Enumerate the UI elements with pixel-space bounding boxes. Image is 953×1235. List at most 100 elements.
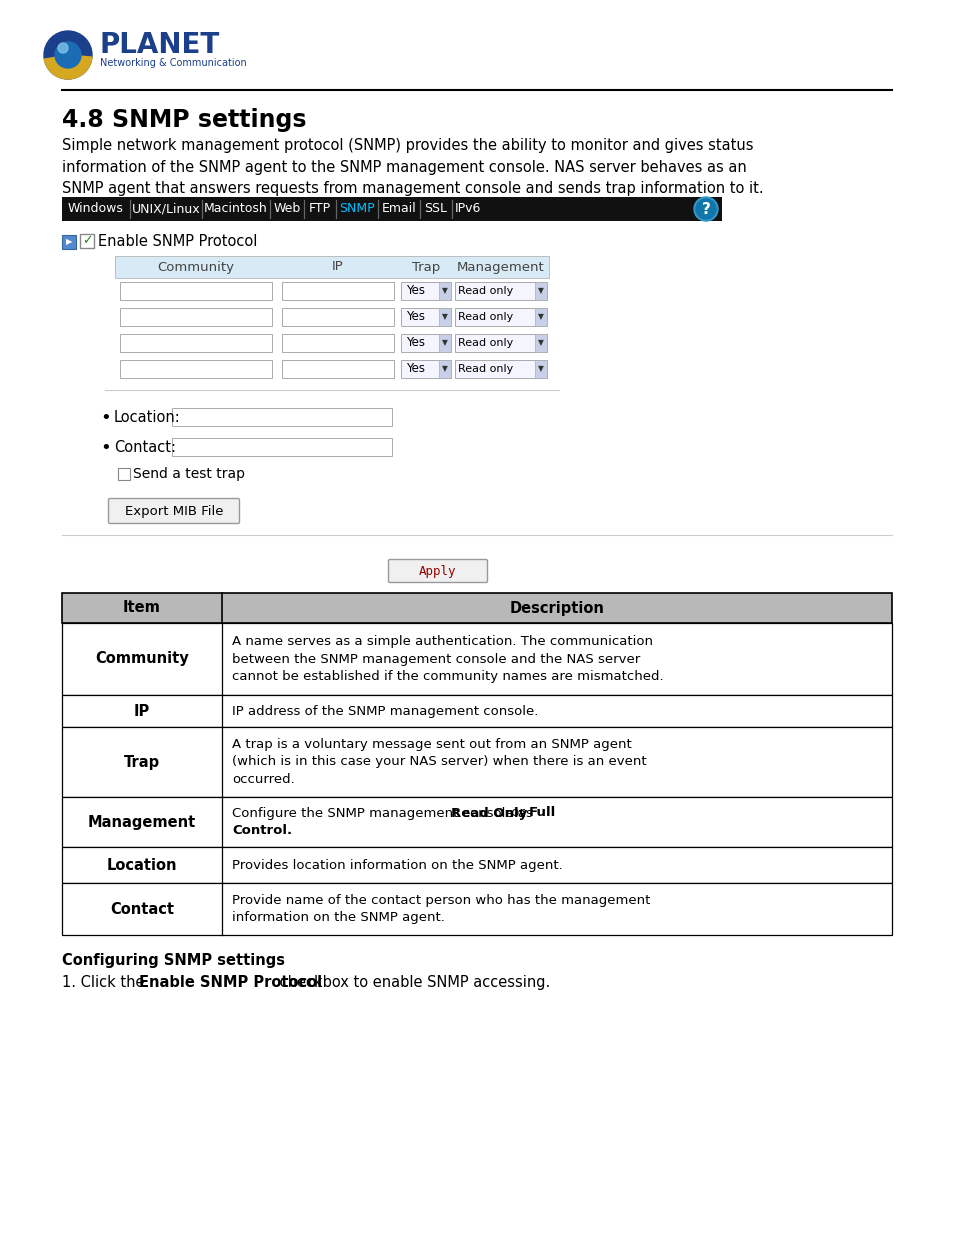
Bar (282, 282, 394, 300)
Wedge shape (45, 56, 91, 79)
Text: Community: Community (95, 652, 189, 667)
Text: Read Only: Read Only (451, 806, 527, 820)
Text: Configure the SNMP management console as: Configure the SNMP management console as (232, 806, 537, 820)
Bar (120, 333, 272, 352)
Text: Enable SNMP Protocol: Enable SNMP Protocol (98, 233, 257, 248)
Text: IP: IP (133, 704, 150, 719)
Bar (438, 359, 451, 378)
Bar (400, 359, 451, 378)
Circle shape (44, 31, 91, 79)
Text: Trap: Trap (412, 261, 439, 273)
Circle shape (58, 43, 68, 53)
Bar (62, 695, 891, 727)
Text: A trap is a voluntary message sent out from an SNMP agent
(which is in this case: A trap is a voluntary message sent out f… (232, 739, 646, 785)
Bar (400, 333, 451, 352)
Text: ?: ? (700, 201, 710, 216)
Bar (62, 198, 721, 221)
Bar (62, 622, 891, 695)
Text: Full: Full (528, 806, 556, 820)
Bar (438, 308, 451, 326)
Text: IP: IP (332, 261, 343, 273)
Text: Contact: Contact (110, 902, 173, 916)
Text: Web: Web (274, 203, 300, 215)
Text: Community: Community (157, 261, 234, 273)
Bar (62, 235, 76, 249)
Bar (62, 727, 891, 797)
Text: Macintosh: Macintosh (204, 203, 268, 215)
Bar (118, 468, 130, 480)
Bar (455, 308, 546, 326)
Bar (62, 883, 891, 935)
Text: Read only: Read only (457, 312, 513, 322)
Text: IP address of the SNMP management console.: IP address of the SNMP management consol… (232, 704, 537, 718)
Circle shape (55, 42, 81, 68)
Text: Trap: Trap (124, 755, 160, 769)
Text: •: • (100, 409, 111, 427)
Text: Description: Description (509, 600, 604, 615)
Text: Location: Location (107, 857, 177, 872)
Bar (400, 308, 451, 326)
FancyBboxPatch shape (109, 499, 239, 524)
Text: Read only: Read only (457, 287, 513, 296)
Text: Apply: Apply (418, 564, 456, 578)
Text: Management: Management (88, 815, 196, 830)
Text: ▼: ▼ (537, 287, 543, 295)
Text: Networking & Communication: Networking & Communication (100, 58, 247, 68)
Text: Email: Email (381, 203, 416, 215)
Text: UNIX/Linux: UNIX/Linux (132, 203, 200, 215)
Text: or: or (507, 806, 529, 820)
Text: Yes: Yes (406, 336, 424, 350)
Bar (400, 282, 451, 300)
Text: checkbox to enable SNMP accessing.: checkbox to enable SNMP accessing. (274, 974, 549, 990)
Bar (455, 333, 546, 352)
Bar (172, 438, 392, 456)
Text: Provide name of the contact person who has the management
information on the SNM: Provide name of the contact person who h… (232, 894, 650, 924)
Text: Management: Management (456, 261, 544, 273)
Bar (120, 282, 272, 300)
Text: Yes: Yes (406, 363, 424, 375)
Text: Enable SNMP Protocol: Enable SNMP Protocol (138, 974, 321, 990)
Circle shape (696, 199, 716, 219)
Bar (172, 408, 392, 426)
Text: ▶: ▶ (66, 237, 72, 247)
Bar (535, 308, 546, 326)
Bar (455, 282, 546, 300)
Bar (80, 233, 94, 248)
Text: Provides location information on the SNMP agent.: Provides location information on the SNM… (232, 858, 562, 872)
Bar (62, 593, 891, 622)
Text: SSL: SSL (424, 203, 447, 215)
Bar (282, 308, 394, 326)
Text: Yes: Yes (406, 310, 424, 324)
Text: Item: Item (123, 600, 161, 615)
Text: Simple network management protocol (SNMP) provides the ability to monitor and gi: Simple network management protocol (SNMP… (62, 138, 762, 196)
Text: ▼: ▼ (441, 364, 448, 373)
Text: ▼: ▼ (441, 312, 448, 321)
Bar (535, 282, 546, 300)
Text: PLANET: PLANET (100, 31, 220, 59)
Circle shape (693, 198, 718, 221)
Text: FTP: FTP (309, 203, 331, 215)
Bar (120, 359, 272, 378)
Text: Export MIB File: Export MIB File (125, 505, 223, 517)
Bar (535, 359, 546, 378)
Bar (62, 797, 891, 847)
Text: Location:: Location: (113, 410, 180, 426)
Text: ▼: ▼ (441, 338, 448, 347)
Text: ▼: ▼ (537, 312, 543, 321)
Bar (282, 359, 394, 378)
Bar (115, 256, 548, 278)
Text: ▼: ▼ (537, 338, 543, 347)
Text: Contact:: Contact: (113, 441, 175, 456)
Text: 1. Click the: 1. Click the (62, 974, 149, 990)
Text: Read only: Read only (457, 364, 513, 374)
Text: Control.: Control. (232, 825, 292, 837)
Text: 4.8 SNMP settings: 4.8 SNMP settings (62, 107, 306, 132)
Text: ▼: ▼ (537, 364, 543, 373)
Bar (438, 282, 451, 300)
Bar (438, 333, 451, 352)
Text: A name serves as a simple authentication. The communication
between the SNMP man: A name serves as a simple authentication… (232, 635, 663, 683)
Text: •: • (100, 438, 111, 457)
Text: ▼: ▼ (441, 287, 448, 295)
Text: SNMP: SNMP (339, 203, 375, 215)
Text: Configuring SNMP settings: Configuring SNMP settings (62, 953, 285, 968)
